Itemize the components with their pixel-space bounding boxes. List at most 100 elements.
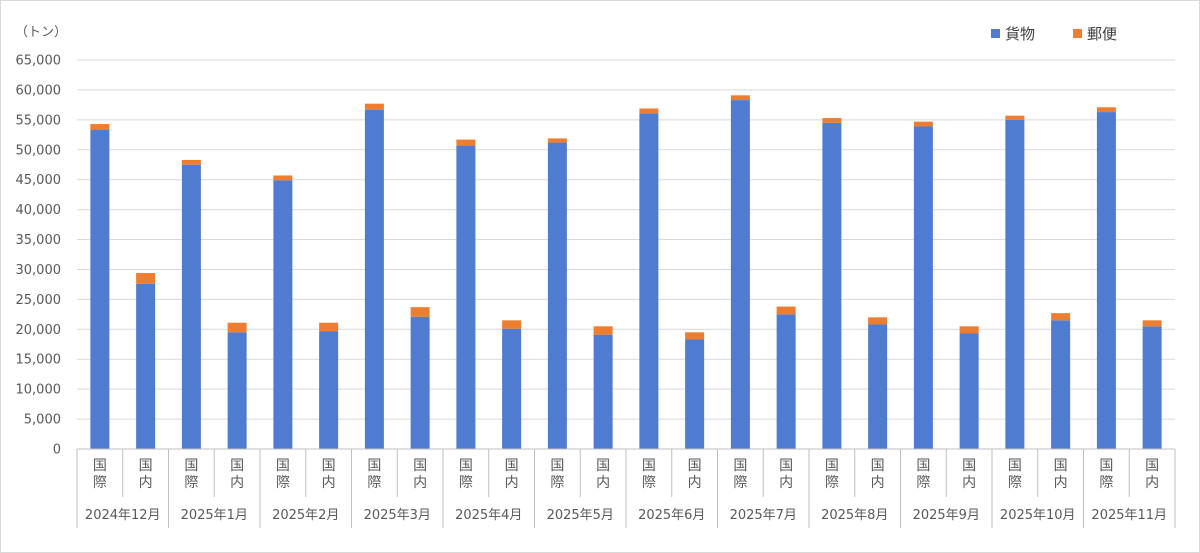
- category-label: 国際: [916, 458, 930, 491]
- bar-mail: [639, 108, 659, 114]
- month-label: 2025年8月: [821, 508, 888, 523]
- month-label: 2025年7月: [730, 508, 797, 523]
- bar-mail: [136, 273, 156, 284]
- bar-mail: [547, 138, 567, 143]
- bar-cargo: [959, 333, 979, 449]
- bar-mail: [776, 306, 796, 315]
- bar-cargo: [410, 316, 430, 449]
- y-tick-label: 45,000: [16, 173, 62, 188]
- bar-mail: [90, 124, 110, 131]
- month-label: 2025年11月: [1091, 508, 1167, 523]
- y-tick-label: 35,000: [16, 233, 62, 248]
- bar-cargo: [730, 100, 750, 449]
- category-label: 国内: [1145, 458, 1159, 491]
- month-label: 2024年12月: [85, 508, 161, 523]
- bar-mail: [730, 95, 750, 101]
- bar-cargo: [1142, 326, 1162, 449]
- bar-cargo: [364, 109, 384, 450]
- bar-cargo: [319, 331, 339, 449]
- month-label: 2025年5月: [547, 508, 614, 523]
- month-label: 2025年9月: [913, 508, 980, 523]
- month-label: 2025年6月: [638, 508, 705, 523]
- y-tick-label: 65,000: [16, 54, 62, 69]
- category-label: 国際: [733, 458, 747, 491]
- y-tick-label: 25,000: [16, 293, 62, 308]
- bar-cargo: [181, 164, 201, 450]
- bar-cargo: [1005, 119, 1025, 449]
- category-label: 国際: [825, 458, 839, 491]
- category-label: 国内: [688, 458, 702, 491]
- bar-mail: [502, 320, 522, 329]
- category-label: 国際: [459, 458, 473, 491]
- bar-mail: [1142, 320, 1162, 327]
- bar-mail: [181, 159, 201, 165]
- y-tick-label: 30,000: [16, 263, 62, 278]
- bar-mail: [273, 175, 293, 181]
- bar-cargo: [136, 283, 156, 449]
- month-label: 2025年3月: [364, 508, 431, 523]
- gridlines: [77, 59, 1175, 420]
- category-label: 国内: [779, 458, 793, 491]
- category-label: 国際: [1099, 458, 1113, 491]
- category-label: 国内: [596, 458, 610, 491]
- legend-label-mail: 郵便: [1087, 25, 1117, 43]
- bar-cargo: [593, 334, 613, 449]
- bar-mail: [410, 307, 430, 317]
- bar-cargo: [90, 130, 110, 449]
- bar-mail: [1096, 107, 1116, 113]
- bar-cargo: [822, 122, 842, 449]
- bar-cargo: [227, 332, 247, 449]
- month-label: 2025年1月: [181, 508, 248, 523]
- category-label: 国際: [276, 458, 290, 491]
- category-label: 国際: [642, 458, 656, 491]
- category-label: 国内: [505, 458, 519, 491]
- bar-cargo: [547, 142, 567, 449]
- y-tick-label: 50,000: [16, 143, 62, 158]
- month-label: 2025年4月: [455, 508, 522, 523]
- bar-mail: [227, 322, 247, 333]
- category-label: 国際: [550, 458, 564, 491]
- category-label: 国際: [184, 458, 198, 491]
- legend: 貨物 郵便: [991, 25, 1117, 43]
- bar-mail: [868, 317, 888, 325]
- month-label: 2025年2月: [272, 508, 339, 523]
- category-label: 国内: [962, 458, 976, 491]
- bar-mail: [319, 322, 339, 332]
- bar-cargo: [776, 314, 796, 449]
- y-tick-label: 5,000: [24, 413, 61, 428]
- bar-cargo: [868, 324, 888, 449]
- bar-cargo: [1051, 320, 1071, 449]
- legend-label-cargo: 貨物: [1005, 25, 1035, 43]
- y-tick-label: 15,000: [16, 353, 62, 368]
- y-tick-label: 40,000: [16, 203, 62, 218]
- bar-cargo: [913, 126, 933, 450]
- y-tick-label: 55,000: [16, 113, 62, 128]
- bar-cargo: [273, 180, 293, 450]
- bar-cargo: [639, 113, 659, 449]
- y-tick-label: 60,000: [16, 83, 62, 98]
- legend-swatch-mail: [1073, 29, 1082, 38]
- category-label: 国内: [139, 458, 153, 491]
- y-tick-label: 0: [53, 443, 61, 458]
- bar-mail: [593, 326, 613, 335]
- category-label: 国際: [1008, 458, 1022, 491]
- bar-cargo: [685, 339, 705, 449]
- category-label: 国際: [93, 458, 107, 491]
- bars: [90, 95, 1162, 450]
- y-axis-ticks: 0 5,000 10,000 15,000 20,000 25,000 30,000 35,0…: [16, 54, 62, 458]
- category-label: 国内: [413, 458, 427, 491]
- y-tick-label: 10,000: [16, 383, 62, 398]
- y-tick-label: 20,000: [16, 323, 62, 338]
- month-label: 2025年10月: [1000, 508, 1076, 523]
- bar-mail: [364, 103, 384, 110]
- category-label: 国内: [230, 458, 244, 491]
- bar-mail: [685, 332, 705, 340]
- y-axis-unit-label: （トン）: [15, 25, 67, 40]
- bar-mail: [456, 139, 476, 146]
- category-label: 国内: [1054, 458, 1068, 491]
- bar-cargo: [1096, 112, 1116, 449]
- x-axis: 国際国内国際国内国際国内国際国内国際国内国際国内国際国内国際国内国際国内国際国内…: [76, 448, 1176, 528]
- category-label: 国内: [871, 458, 885, 491]
